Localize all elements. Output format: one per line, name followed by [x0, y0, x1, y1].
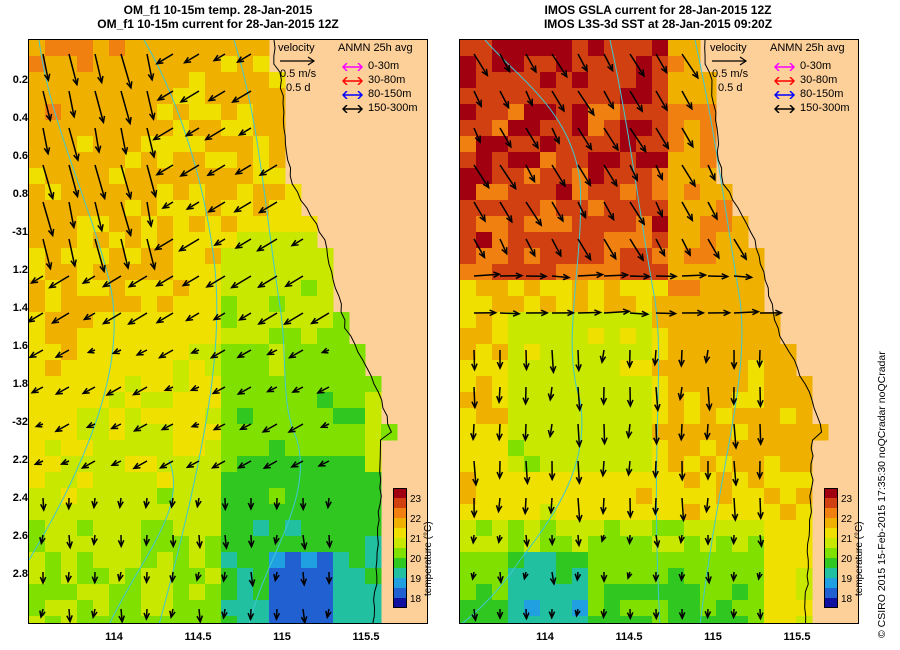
velocity-legend-duration: 0.5 d — [286, 82, 311, 94]
y-tick-label: 2.8 — [12, 568, 28, 580]
x-tick-label: 115 — [273, 631, 291, 643]
y-tick-label: -32 — [12, 416, 28, 428]
depth-legend-item: 0-30m — [800, 60, 832, 72]
depth-legend-arrow-icon — [342, 63, 364, 71]
x-tick-label: 115 — [704, 631, 722, 643]
sst-field — [29, 40, 398, 623]
right-title-line2: IMOS L3S-3d SST at 28-Jan-2015 09:20Z — [543, 17, 773, 31]
depth-legend-arrow-icon — [774, 105, 796, 113]
velocity-legend-speed: 0.5 m/s — [280, 68, 317, 80]
x-tick-label: 115.5 — [352, 631, 380, 643]
y-tick-label: 0.6 — [12, 150, 28, 162]
current-arrows — [470, 53, 784, 622]
bathymetry-contours — [461, 40, 743, 623]
depth-legend-item: 30-80m — [368, 74, 406, 86]
credit-text: © CSIRO 2015 15-Feb-2015 17:35:30 noQCra… — [876, 351, 888, 638]
y-tick-label: 1.4 — [12, 302, 28, 314]
depth-legend-arrow-icon — [342, 77, 364, 85]
left-map-panel — [28, 39, 428, 624]
colorbar-tick-label: 22 — [410, 514, 422, 525]
y-tick-label: 2.4 — [12, 492, 28, 504]
right-title: IMOS GSLA current for 28-Jan-2015 12Z IM… — [458, 3, 858, 31]
velocity-legend-title: velocity — [278, 42, 315, 54]
colorbar-tick-label: 23 — [410, 494, 422, 505]
coastline — [273, 40, 392, 623]
left-map-canvas — [29, 40, 427, 623]
depth-legend-arrow-icon — [774, 63, 796, 71]
right-map-panel — [459, 39, 859, 624]
bathymetry-contours — [29, 40, 301, 623]
depth-legend-title-right: ANMN 25h avg — [770, 42, 845, 54]
colorbar-tick-label: 18 — [841, 594, 853, 605]
depth-legend-arrow-icon — [342, 91, 364, 99]
colorbar-tick-label: 20 — [410, 554, 422, 565]
depth-legend-item: 30-80m — [800, 74, 838, 86]
x-tick-label: 114 — [105, 631, 123, 643]
depth-legend-item: 80-150m — [800, 88, 844, 100]
colorbar-tick-label: 21 — [841, 534, 853, 545]
depth-legend-arrow-icon — [774, 77, 796, 85]
velocity-legend-duration-right: 0.5 d — [718, 82, 743, 94]
colorbar-tick-label: 22 — [841, 514, 853, 525]
y-tick-label: 0.8 — [12, 188, 28, 200]
y-tick-label: 1.6 — [12, 340, 28, 352]
current-arrows — [29, 53, 333, 623]
depth-legend-title: ANMN 25h avg — [338, 42, 413, 54]
velocity-legend-speed-right: 0.5 m/s — [712, 68, 749, 80]
depth-legend-arrow-icon — [342, 105, 364, 113]
depth-legend-item: 150-300m — [800, 102, 850, 114]
right-title-line1: IMOS GSLA current for 28-Jan-2015 12Z — [544, 3, 772, 17]
y-tick-label: 0.2 — [12, 74, 28, 86]
x-tick-label: 114 — [536, 631, 554, 643]
sst-field — [460, 40, 829, 623]
depth-legend-arrow-icon — [774, 91, 796, 99]
colorbar-tick-label: 21 — [410, 534, 422, 545]
colorbar-title: temperature (°C) — [423, 521, 434, 596]
velocity-arrow-icon-right — [712, 56, 748, 66]
depth-legend-item: 0-30m — [368, 60, 400, 72]
y-tick-label: 2.6 — [12, 530, 28, 542]
colorbar-gradient — [824, 488, 838, 608]
depth-legend-item: 80-150m — [368, 88, 412, 100]
y-tick-label: 2.2 — [12, 454, 28, 466]
depth-legend-item: 150-300m — [368, 102, 418, 114]
colorbar-tick-label: 20 — [841, 554, 853, 565]
left-title-line1: OM_f1 10-15m temp. 28-Jan-2015 — [123, 3, 313, 17]
x-tick-label: 115.5 — [783, 631, 811, 643]
left-title-line2: OM_f1 10-15m current for 28-Jan-2015 12Z — [97, 17, 339, 31]
x-tick-label: 114.5 — [615, 631, 643, 643]
colorbar-tick-label: 19 — [410, 574, 422, 585]
y-tick-label: 0.4 — [12, 112, 28, 124]
colorbar-tick-label: 19 — [841, 574, 853, 585]
coastline — [704, 40, 823, 623]
y-tick-label: -31 — [12, 226, 28, 238]
velocity-legend-title-right: velocity — [710, 42, 747, 54]
x-tick-label: 114.5 — [184, 631, 212, 643]
right-map-canvas — [460, 40, 858, 623]
colorbar-gradient — [393, 488, 407, 608]
colorbar-title: temperature (°C) — [854, 521, 865, 596]
right-colorbar: 23 22 21 20 19 18 temperature (°C) — [824, 488, 865, 608]
left-colorbar: 23 22 21 20 19 18 temperature (°C) — [393, 488, 434, 608]
colorbar-tick-label: 18 — [410, 594, 422, 605]
colorbar-tick-label: 23 — [841, 494, 853, 505]
left-title: OM_f1 10-15m temp. 28-Jan-2015 OM_f1 10-… — [18, 3, 418, 31]
y-tick-label: 1.8 — [12, 378, 28, 390]
velocity-arrow-icon — [280, 56, 316, 66]
y-tick-label: 1.2 — [12, 264, 28, 276]
